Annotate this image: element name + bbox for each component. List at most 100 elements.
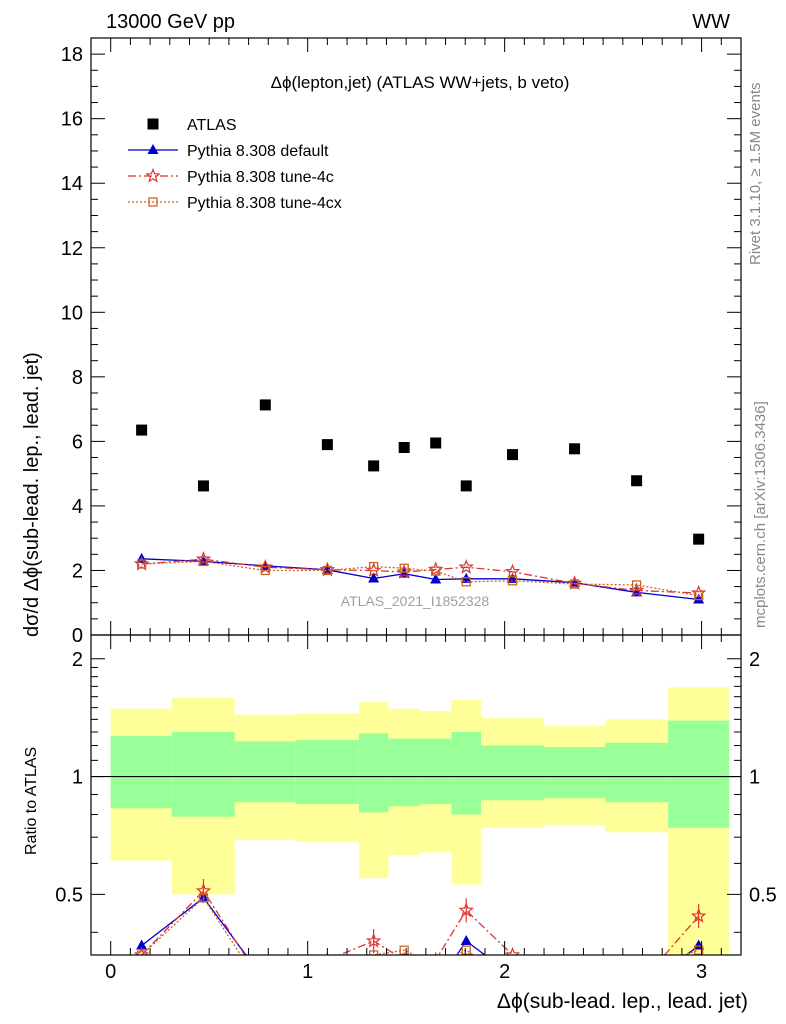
ratio-point xyxy=(458,902,474,918)
uncertainty-band-inner xyxy=(544,747,606,799)
ratio-point xyxy=(133,946,150,955)
data-point xyxy=(396,563,413,579)
ratio-point xyxy=(365,932,382,948)
data-point xyxy=(507,449,519,461)
data-point xyxy=(368,460,380,472)
ratio-point xyxy=(260,975,271,985)
series-line xyxy=(141,558,699,601)
ratio-y-tick-label: 1 xyxy=(72,767,83,789)
data-point xyxy=(197,480,209,492)
data-point xyxy=(694,590,704,601)
data-point xyxy=(321,439,333,451)
uncertainty-band-inner xyxy=(481,745,545,801)
x-axis-label: Δϕ(sub-lead. lep., lead. jet) xyxy=(497,990,748,1013)
series-0 xyxy=(136,399,705,545)
legend-marker xyxy=(145,167,161,183)
uncertainty-band-inner xyxy=(110,735,172,809)
data-point xyxy=(136,424,148,436)
ratio-series-line xyxy=(141,896,700,955)
data-point xyxy=(259,399,271,411)
ratio-point xyxy=(460,935,472,946)
data-point xyxy=(460,480,472,492)
data-point xyxy=(322,565,333,576)
data-point xyxy=(133,555,150,571)
series-2 xyxy=(133,551,707,600)
legend-entry: Pythia 8.308 default xyxy=(128,143,329,160)
legend-entry: Pythia 8.308 tune-4c xyxy=(128,167,334,186)
data-point xyxy=(197,555,209,566)
y-tick-label: 16 xyxy=(61,109,83,131)
series-line xyxy=(141,560,699,597)
data-point xyxy=(369,561,379,572)
data-point xyxy=(198,556,209,567)
data-point xyxy=(430,573,442,584)
legend-entry: Pythia 8.308 tune-4cx xyxy=(128,195,342,212)
y-tick-label: 10 xyxy=(61,302,83,324)
ratio-point xyxy=(461,945,471,955)
ratio-point xyxy=(633,966,641,974)
data-point xyxy=(504,563,521,579)
ratio-series-line xyxy=(141,889,700,955)
source-label: mcplots.cern.ch [arXiv:1306.3436] xyxy=(752,401,769,628)
legend-label: Pythia 8.308 default xyxy=(187,143,329,160)
data-point xyxy=(458,559,474,574)
legend-marker xyxy=(147,144,159,154)
ratio-plot: 0.5 0.5 1 1 2 2 0 1 2 3 Ratio to ATLAS Δϕ(sub-lea… xyxy=(23,634,777,1013)
uncertainty-band-inner xyxy=(388,738,420,807)
ratio-point xyxy=(198,893,209,903)
legend: ATLAS Pythia 8.308 default Pythia 8.308 tu… xyxy=(128,117,342,212)
uncertainty-band-inner xyxy=(419,738,452,805)
y-tick-label: 18 xyxy=(61,44,83,66)
data-point xyxy=(628,582,645,598)
ratio-plot-frame xyxy=(90,634,742,956)
ratio-series-1 xyxy=(133,879,707,993)
ratio-point xyxy=(690,907,707,923)
y-tick-label: 0 xyxy=(72,625,83,647)
uncertainty-band-inner xyxy=(668,720,730,828)
ratio-point xyxy=(261,989,269,997)
ratio-point xyxy=(399,945,409,955)
ratio-series-0 xyxy=(136,891,705,991)
ratio-point xyxy=(136,939,148,950)
ratio-point xyxy=(136,950,147,955)
y-tick-label: 12 xyxy=(61,238,83,260)
series-1 xyxy=(136,552,705,604)
ratio-y-tick-label: 0.5 xyxy=(55,884,83,906)
process-label: WW xyxy=(692,11,730,33)
rivet-label: Rivet 3.1.10, ≥ 1.5M events xyxy=(747,83,764,266)
uncertainty-band-inner xyxy=(234,741,296,803)
data-point xyxy=(431,566,441,576)
data-point xyxy=(398,442,410,454)
ratio-point xyxy=(369,950,379,955)
x-tick-label: 1 xyxy=(302,961,313,983)
x-tick-label: 3 xyxy=(696,961,707,983)
ratio-point xyxy=(399,959,410,969)
main-plot: 0 2 4 6 8 10 12 14 16 18 Δϕ(lepton,jet) (ATLAS WW… xyxy=(21,37,742,647)
ratio-point xyxy=(504,946,521,955)
y-tick-label: 6 xyxy=(72,431,83,453)
data-point xyxy=(260,565,270,576)
energy-label: 13000 GeV pp xyxy=(106,11,235,33)
ratio-y-tick-label-right: 2 xyxy=(749,649,760,671)
data-point xyxy=(690,584,707,600)
data-point xyxy=(631,475,643,487)
data-point xyxy=(399,563,409,573)
data-point xyxy=(569,443,581,455)
y-tick-label: 2 xyxy=(72,560,83,582)
analysis-watermark: ATLAS_2021_I1852328 xyxy=(341,593,490,609)
legend-entry: ATLAS xyxy=(147,117,237,134)
plot-title: Δϕ(lepton,jet) (ATLAS WW+jets, b veto) xyxy=(271,73,570,92)
legend-label: Pythia 8.308 tune-4c xyxy=(187,169,334,186)
y-tick-label: 14 xyxy=(61,173,83,195)
legend-label: Pythia 8.308 tune-4cx xyxy=(187,195,342,212)
ratio-y-tick-label-right: 1 xyxy=(749,767,760,789)
ratio-series-line xyxy=(141,896,699,955)
legend-label: ATLAS xyxy=(187,117,237,134)
data-point xyxy=(631,580,642,590)
ratio-y-tick-label-right: 0.5 xyxy=(749,884,777,906)
series-line xyxy=(141,558,699,594)
uncertainty-band-inner xyxy=(358,733,389,813)
ratio-point xyxy=(259,981,271,993)
ratio-point xyxy=(430,981,441,991)
